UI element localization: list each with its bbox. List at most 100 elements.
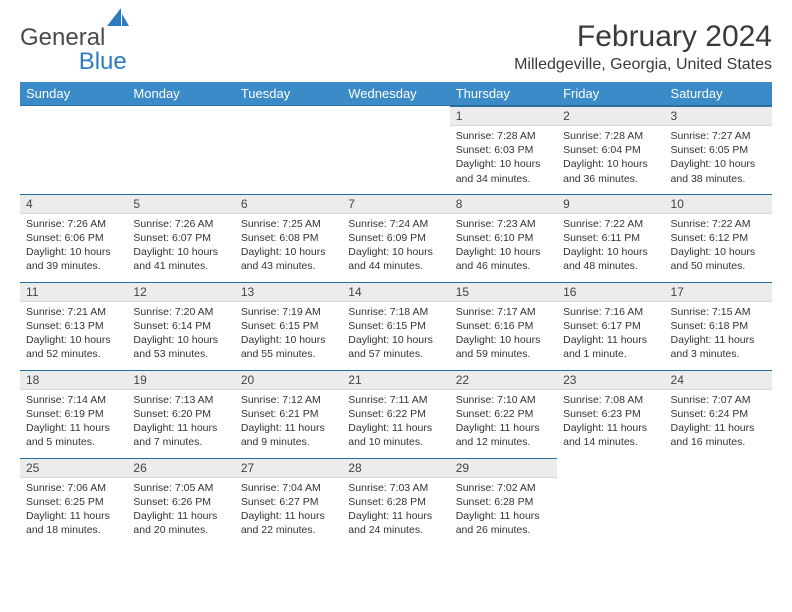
sunset-text: Sunset: 6:28 PM	[348, 495, 443, 509]
day-number: 24	[665, 370, 772, 390]
daylight-text: Daylight: 10 hours and 48 minutes.	[563, 245, 658, 273]
weekday-header: Monday	[127, 82, 234, 106]
calendar-cell: 27Sunrise: 7:04 AMSunset: 6:27 PMDayligh…	[235, 458, 342, 546]
day-number: 11	[20, 282, 127, 302]
calendar-week-row: 11Sunrise: 7:21 AMSunset: 6:13 PMDayligh…	[20, 282, 772, 370]
sunset-text: Sunset: 6:15 PM	[348, 319, 443, 333]
day-details: Sunrise: 7:08 AMSunset: 6:23 PMDaylight:…	[557, 390, 664, 454]
day-number: 7	[342, 194, 449, 214]
sunset-text: Sunset: 6:22 PM	[456, 407, 551, 421]
calendar-week-row: 4Sunrise: 7:26 AMSunset: 6:06 PMDaylight…	[20, 194, 772, 282]
day-details: Sunrise: 7:05 AMSunset: 6:26 PMDaylight:…	[127, 478, 234, 542]
sunrise-text: Sunrise: 7:03 AM	[348, 481, 443, 495]
day-details: Sunrise: 7:15 AMSunset: 6:18 PMDaylight:…	[665, 302, 772, 366]
calendar-cell: 10Sunrise: 7:22 AMSunset: 6:12 PMDayligh…	[665, 194, 772, 282]
weekday-header: Wednesday	[342, 82, 449, 106]
day-number: 16	[557, 282, 664, 302]
sunrise-text: Sunrise: 7:07 AM	[671, 393, 766, 407]
weekday-header: Sunday	[20, 82, 127, 106]
calendar-cell: 4Sunrise: 7:26 AMSunset: 6:06 PMDaylight…	[20, 194, 127, 282]
day-details: Sunrise: 7:26 AMSunset: 6:07 PMDaylight:…	[127, 214, 234, 278]
day-details: Sunrise: 7:27 AMSunset: 6:05 PMDaylight:…	[665, 126, 772, 190]
calendar-cell	[235, 106, 342, 194]
calendar-cell: 9Sunrise: 7:22 AMSunset: 6:11 PMDaylight…	[557, 194, 664, 282]
daylight-text: Daylight: 10 hours and 44 minutes.	[348, 245, 443, 273]
daylight-text: Daylight: 10 hours and 38 minutes.	[671, 157, 766, 185]
day-number: 8	[450, 194, 557, 214]
sunrise-text: Sunrise: 7:14 AM	[26, 393, 121, 407]
calendar-cell: 14Sunrise: 7:18 AMSunset: 6:15 PMDayligh…	[342, 282, 449, 370]
sunrise-text: Sunrise: 7:11 AM	[348, 393, 443, 407]
calendar-cell: 1Sunrise: 7:28 AMSunset: 6:03 PMDaylight…	[450, 106, 557, 194]
day-details: Sunrise: 7:11 AMSunset: 6:22 PMDaylight:…	[342, 390, 449, 454]
sunset-text: Sunset: 6:19 PM	[26, 407, 121, 421]
day-number: 5	[127, 194, 234, 214]
sunset-text: Sunset: 6:26 PM	[133, 495, 228, 509]
day-number: 12	[127, 282, 234, 302]
sunrise-text: Sunrise: 7:28 AM	[456, 129, 551, 143]
day-details: Sunrise: 7:26 AMSunset: 6:06 PMDaylight:…	[20, 214, 127, 278]
day-number: 1	[450, 106, 557, 126]
calendar-cell	[127, 106, 234, 194]
sunrise-text: Sunrise: 7:10 AM	[456, 393, 551, 407]
day-number: 19	[127, 370, 234, 390]
sunset-text: Sunset: 6:28 PM	[456, 495, 551, 509]
sunrise-text: Sunrise: 7:26 AM	[133, 217, 228, 231]
daylight-text: Daylight: 11 hours and 3 minutes.	[671, 333, 766, 361]
daylight-text: Daylight: 10 hours and 43 minutes.	[241, 245, 336, 273]
day-number: 21	[342, 370, 449, 390]
calendar-cell: 5Sunrise: 7:26 AMSunset: 6:07 PMDaylight…	[127, 194, 234, 282]
day-number: 10	[665, 194, 772, 214]
sunset-text: Sunset: 6:17 PM	[563, 319, 658, 333]
day-details: Sunrise: 7:07 AMSunset: 6:24 PMDaylight:…	[665, 390, 772, 454]
sunrise-text: Sunrise: 7:16 AM	[563, 305, 658, 319]
sunrise-text: Sunrise: 7:18 AM	[348, 305, 443, 319]
weekday-header: Thursday	[450, 82, 557, 106]
day-details: Sunrise: 7:10 AMSunset: 6:22 PMDaylight:…	[450, 390, 557, 454]
sunset-text: Sunset: 6:13 PM	[26, 319, 121, 333]
day-number: 23	[557, 370, 664, 390]
day-number: 15	[450, 282, 557, 302]
day-details: Sunrise: 7:13 AMSunset: 6:20 PMDaylight:…	[127, 390, 234, 454]
daylight-text: Daylight: 10 hours and 59 minutes.	[456, 333, 551, 361]
calendar-cell: 25Sunrise: 7:06 AMSunset: 6:25 PMDayligh…	[20, 458, 127, 546]
sunset-text: Sunset: 6:24 PM	[671, 407, 766, 421]
sunset-text: Sunset: 6:09 PM	[348, 231, 443, 245]
day-number: 14	[342, 282, 449, 302]
sunset-text: Sunset: 6:08 PM	[241, 231, 336, 245]
daylight-text: Daylight: 11 hours and 16 minutes.	[671, 421, 766, 449]
calendar-cell	[342, 106, 449, 194]
day-number: 18	[20, 370, 127, 390]
sunrise-text: Sunrise: 7:02 AM	[456, 481, 551, 495]
daylight-text: Daylight: 10 hours and 55 minutes.	[241, 333, 336, 361]
day-number: 20	[235, 370, 342, 390]
daylight-text: Daylight: 11 hours and 9 minutes.	[241, 421, 336, 449]
day-details: Sunrise: 7:02 AMSunset: 6:28 PMDaylight:…	[450, 478, 557, 542]
sunset-text: Sunset: 6:23 PM	[563, 407, 658, 421]
day-details: Sunrise: 7:22 AMSunset: 6:11 PMDaylight:…	[557, 214, 664, 278]
calendar-cell: 19Sunrise: 7:13 AMSunset: 6:20 PMDayligh…	[127, 370, 234, 458]
location-text: Milledgeville, Georgia, United States	[514, 56, 772, 74]
calendar-body: 1Sunrise: 7:28 AMSunset: 6:03 PMDaylight…	[20, 106, 772, 546]
daylight-text: Daylight: 10 hours and 34 minutes.	[456, 157, 551, 185]
weekday-header-row: Sunday Monday Tuesday Wednesday Thursday…	[20, 82, 772, 106]
sunrise-text: Sunrise: 7:20 AM	[133, 305, 228, 319]
calendar-table: Sunday Monday Tuesday Wednesday Thursday…	[20, 82, 772, 546]
weekday-header: Friday	[557, 82, 664, 106]
calendar-cell: 11Sunrise: 7:21 AMSunset: 6:13 PMDayligh…	[20, 282, 127, 370]
daylight-text: Daylight: 10 hours and 46 minutes.	[456, 245, 551, 273]
sunset-text: Sunset: 6:20 PM	[133, 407, 228, 421]
day-number: 2	[557, 106, 664, 126]
day-number: 9	[557, 194, 664, 214]
daylight-text: Daylight: 10 hours and 41 minutes.	[133, 245, 228, 273]
calendar-cell: 23Sunrise: 7:08 AMSunset: 6:23 PMDayligh…	[557, 370, 664, 458]
day-details: Sunrise: 7:28 AMSunset: 6:04 PMDaylight:…	[557, 126, 664, 190]
sunset-text: Sunset: 6:04 PM	[563, 143, 658, 157]
day-details: Sunrise: 7:16 AMSunset: 6:17 PMDaylight:…	[557, 302, 664, 366]
day-details: Sunrise: 7:06 AMSunset: 6:25 PMDaylight:…	[20, 478, 127, 542]
day-number: 17	[665, 282, 772, 302]
sunrise-text: Sunrise: 7:05 AM	[133, 481, 228, 495]
daylight-text: Daylight: 11 hours and 10 minutes.	[348, 421, 443, 449]
daylight-text: Daylight: 11 hours and 7 minutes.	[133, 421, 228, 449]
day-details: Sunrise: 7:21 AMSunset: 6:13 PMDaylight:…	[20, 302, 127, 366]
